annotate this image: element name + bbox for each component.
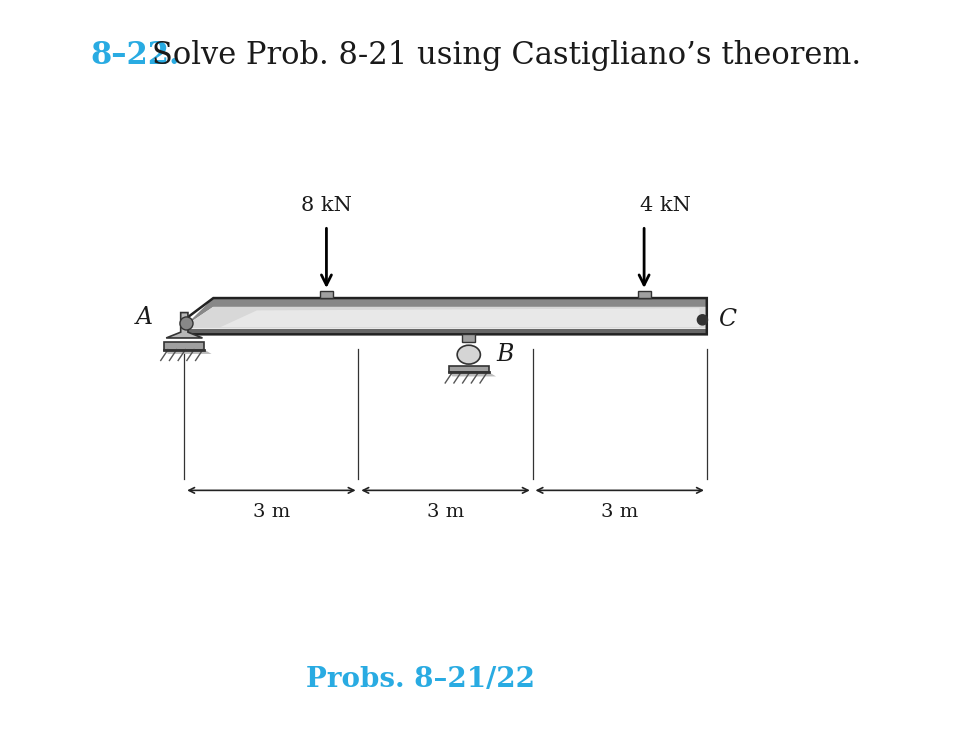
Text: 8–22.: 8–22. xyxy=(90,40,180,71)
Text: 3 m: 3 m xyxy=(253,504,290,521)
Polygon shape xyxy=(449,366,489,372)
Ellipse shape xyxy=(457,345,480,364)
Text: 8 kN: 8 kN xyxy=(301,195,352,214)
Polygon shape xyxy=(220,308,699,327)
Text: Probs. 8–21/22: Probs. 8–21/22 xyxy=(305,666,534,693)
Text: A: A xyxy=(136,306,153,329)
Text: 3 m: 3 m xyxy=(427,504,465,521)
Polygon shape xyxy=(449,372,496,377)
Text: 4 kN: 4 kN xyxy=(640,195,692,214)
Text: C: C xyxy=(718,308,736,331)
Text: B: B xyxy=(497,344,514,366)
Polygon shape xyxy=(638,291,651,298)
Polygon shape xyxy=(320,291,333,298)
Polygon shape xyxy=(463,335,475,341)
Polygon shape xyxy=(185,329,707,335)
Text: Solve Prob. 8-21 using Castigliano’s theorem.: Solve Prob. 8-21 using Castigliano’s the… xyxy=(152,40,861,71)
Polygon shape xyxy=(164,342,204,349)
Text: 3 m: 3 m xyxy=(601,504,639,521)
Circle shape xyxy=(180,317,193,330)
Polygon shape xyxy=(166,313,203,338)
Polygon shape xyxy=(185,307,707,329)
Polygon shape xyxy=(185,298,213,327)
Polygon shape xyxy=(164,349,212,354)
Circle shape xyxy=(697,315,707,325)
Polygon shape xyxy=(213,298,707,307)
